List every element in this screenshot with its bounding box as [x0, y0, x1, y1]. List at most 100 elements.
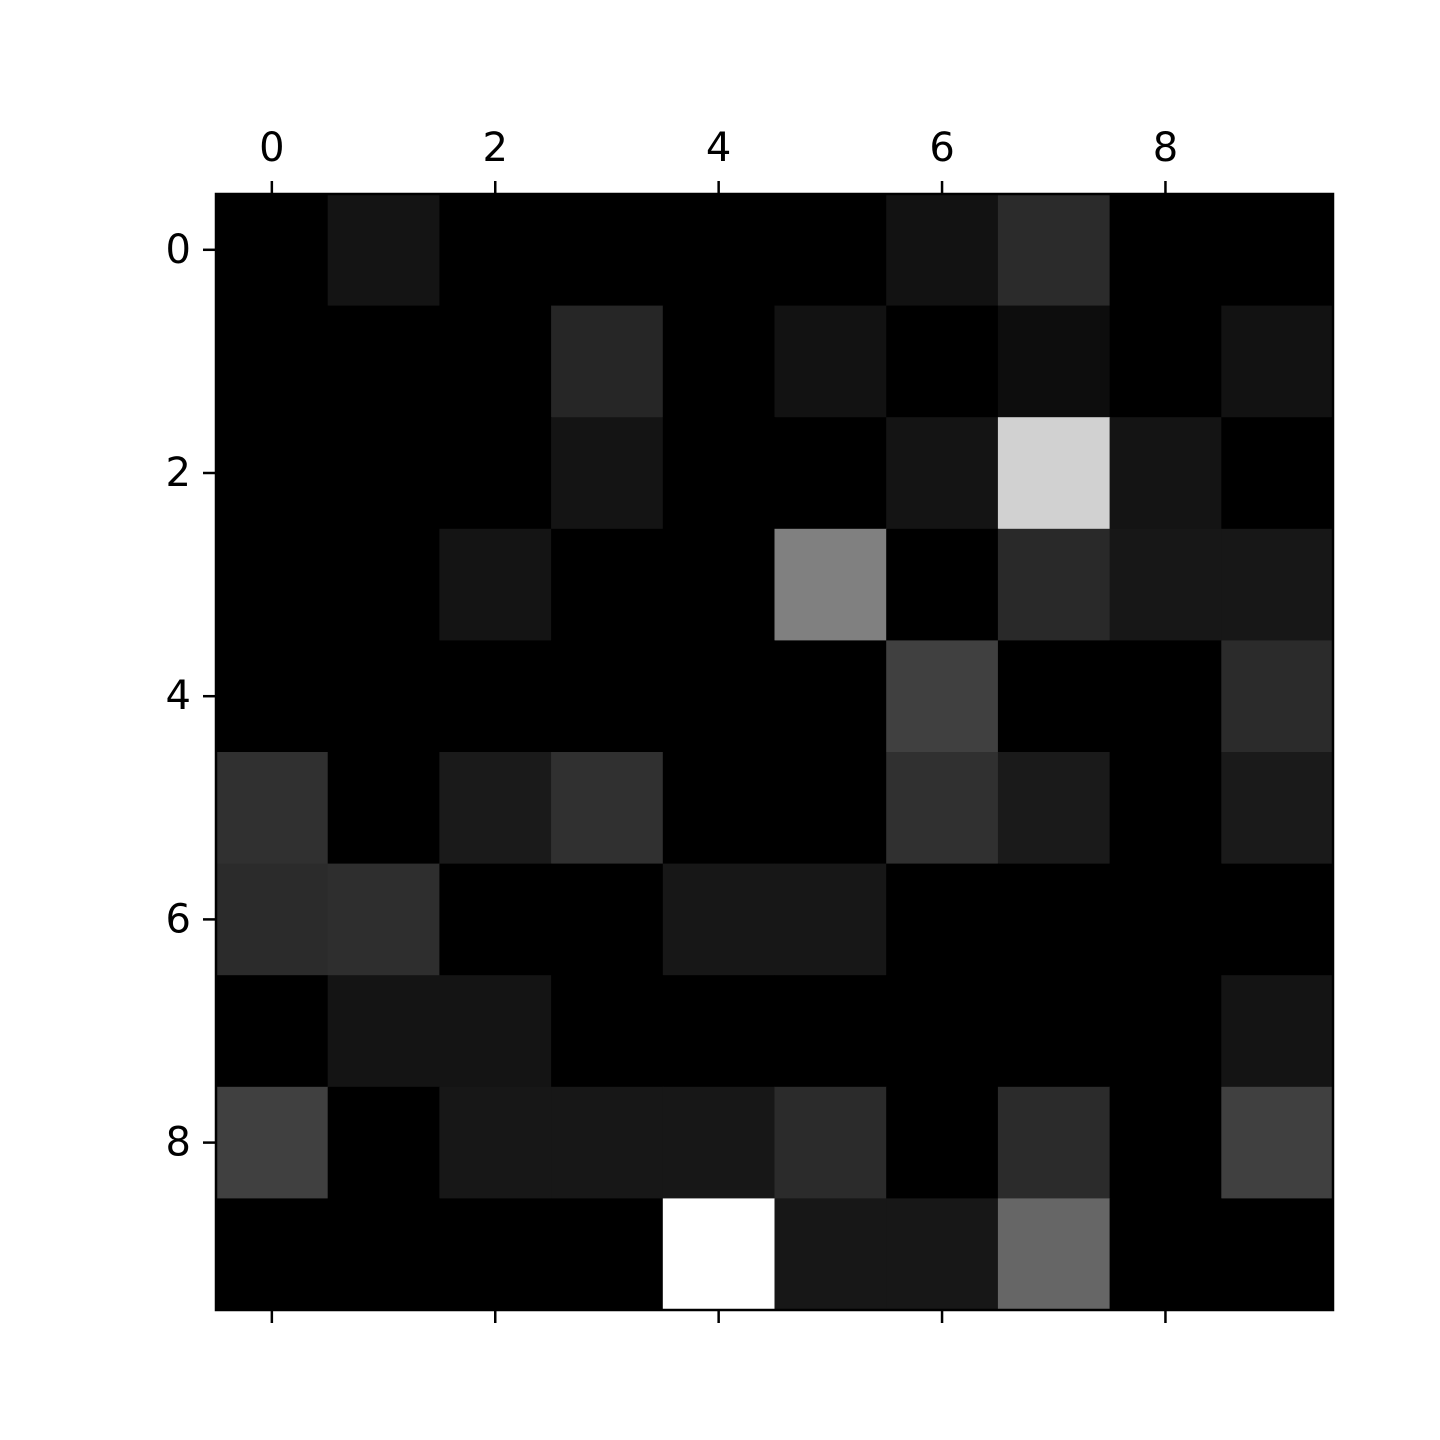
- heatmap-cell-r2-c4: [662, 417, 776, 530]
- heatmap-cell-r7-c8: [1109, 975, 1222, 1088]
- heatmap-cell-r3-c6: [886, 528, 999, 641]
- heatmap-cell-r5-c0: [216, 752, 329, 865]
- y-axis-left: 0 2 4 6 8: [166, 227, 216, 1166]
- heatmap-cell-r8-c4: [662, 1086, 776, 1199]
- heatmap-cell-r9-c1: [327, 1198, 440, 1311]
- y-tick-label-8: 8: [166, 1120, 191, 1166]
- heatmap-cell-r6-c8: [1109, 863, 1222, 976]
- heatmap-cell-r4-c5: [774, 640, 887, 753]
- heatmap-cell-r9-c3: [551, 1198, 664, 1311]
- heatmap-cell-r4-c3: [551, 640, 664, 753]
- heatmap-cell-r9-c8: [1109, 1198, 1222, 1311]
- heatmap-cell-r7-c5: [774, 975, 887, 1088]
- heatmap-cell-r2-c5: [774, 417, 887, 530]
- x-tick-label-2: 2: [483, 125, 508, 171]
- heatmap-cell-r2-c9: [1221, 417, 1334, 530]
- heatmap-cell-r2-c3: [551, 417, 664, 530]
- heatmap-cell-r3-c1: [327, 528, 440, 641]
- heatmap-cell-r0-c7: [997, 194, 1111, 307]
- heatmap-cell-r4-c0: [216, 640, 329, 753]
- heatmap-cell-r6-c1: [327, 863, 440, 976]
- plot-frame: [214, 192, 1335, 1312]
- heatmap-cell-r6-c4: [662, 863, 776, 976]
- heatmap-cell-r1-c0: [216, 305, 329, 418]
- heatmap-cell-r5-c9: [1221, 752, 1334, 865]
- x-tick-label-8: 8: [1153, 125, 1178, 171]
- heatmap-cell-r5-c6: [886, 752, 999, 865]
- heatmap-cell-r7-c0: [216, 975, 329, 1088]
- heatmap-cell-r0-c5: [774, 194, 887, 307]
- heatmap-cell-r8-c7: [997, 1086, 1111, 1199]
- heatmap-cell-r6-c9: [1221, 863, 1334, 976]
- heatmap-cell-r8-c1: [327, 1086, 440, 1199]
- x-tick-label-6: 6: [929, 125, 954, 171]
- heatmap-cell-r1-c9: [1221, 305, 1334, 418]
- heatmap-cell-r3-c4: [662, 528, 776, 641]
- heatmap-cell-r1-c1: [327, 305, 440, 418]
- heatmap-cell-r7-c4: [662, 975, 776, 1088]
- y-tick-label-4: 4: [166, 673, 191, 719]
- heatmap-cell-r0-c6: [886, 194, 999, 307]
- heatmap-cell-r0-c8: [1109, 194, 1222, 307]
- heatmap-cell-r7-c1: [327, 975, 440, 1088]
- heatmap-cell-r0-c2: [439, 194, 552, 307]
- heatmap-cell-r9-c9: [1221, 1198, 1334, 1311]
- heatmap-cell-r5-c8: [1109, 752, 1222, 865]
- heatmap-cell-r2-c0: [216, 417, 329, 530]
- y-tick-label-6: 6: [166, 896, 191, 942]
- heatmap-cell-r3-c9: [1221, 528, 1334, 641]
- heatmap-cell-r4-c6: [886, 640, 999, 753]
- heatmap-cell-r7-c6: [886, 975, 999, 1088]
- heatmap-cell-r7-c3: [551, 975, 664, 1088]
- heatmap-cell-r7-c2: [439, 975, 552, 1088]
- x-tick-label-0: 0: [259, 125, 284, 171]
- heatmap-cell-r4-c2: [439, 640, 552, 753]
- heatmap-cell-r0-c0: [216, 194, 329, 307]
- heatmap-cell-r7-c7: [997, 975, 1111, 1088]
- heatmap-cell-r8-c2: [439, 1086, 552, 1199]
- heatmap-cell-r0-c1: [327, 194, 440, 307]
- y-tick-label-2: 2: [166, 450, 191, 496]
- x-axis-top: 0 2 4 6 8: [259, 125, 1178, 194]
- heatmap-cell-r1-c4: [662, 305, 776, 418]
- heatmap-cell-r1-c7: [997, 305, 1111, 418]
- heatmap-cell-r1-c8: [1109, 305, 1222, 418]
- heatmap-cell-r4-c1: [327, 640, 440, 753]
- heatmap-cell-r1-c3: [551, 305, 664, 418]
- heatmap-cell-r6-c3: [551, 863, 664, 976]
- heatmap-cell-r2-c2: [439, 417, 552, 530]
- heatmap-cell-r9-c7: [997, 1198, 1111, 1311]
- heatmap-cell-r6-c2: [439, 863, 552, 976]
- heatmap-cell-r5-c3: [551, 752, 664, 865]
- heatmap-cell-r2-c6: [886, 417, 999, 530]
- heatmap-cell-r5-c7: [997, 752, 1111, 865]
- heatmap-cell-r6-c7: [997, 863, 1111, 976]
- heatmap-cell-r8-c5: [774, 1086, 887, 1199]
- heatmap-cell-r9-c4: [662, 1198, 776, 1311]
- heatmap-cell-r9-c0: [216, 1198, 329, 1311]
- heatmap-cell-r3-c8: [1109, 528, 1222, 641]
- y-tick-label-0: 0: [166, 227, 191, 273]
- x-axis-bottom: [270, 1310, 1167, 1323]
- heatmap-cell-r4-c8: [1109, 640, 1222, 753]
- heatmap-cell-r6-c6: [886, 863, 999, 976]
- heatmap-cell-r3-c0: [216, 528, 329, 641]
- heatmap-cell-r1-c5: [774, 305, 887, 418]
- heatmap-cell-r3-c7: [997, 528, 1111, 641]
- heatmap-cell-r8-c3: [551, 1086, 664, 1199]
- heatmap-cell-r8-c8: [1109, 1086, 1222, 1199]
- heatmap-cell-r1-c2: [439, 305, 552, 418]
- heatmap-cell-r1-c6: [886, 305, 999, 418]
- heatmap-cell-r5-c5: [774, 752, 887, 865]
- heatmap-cell-r6-c5: [774, 863, 887, 976]
- heatmap-cell-r7-c9: [1221, 975, 1334, 1088]
- heatmap-cell-r3-c3: [551, 528, 664, 641]
- heatmap-cells: [216, 194, 1334, 1311]
- heatmap-cell-r9-c6: [886, 1198, 999, 1311]
- heatmap-cell-r8-c0: [216, 1086, 329, 1199]
- heatmap-cell-r0-c9: [1221, 194, 1334, 307]
- heatmap-cell-r2-c7: [997, 417, 1111, 530]
- heatmap-cell-r0-c3: [551, 194, 664, 307]
- heatmap-cell-r2-c8: [1109, 417, 1222, 530]
